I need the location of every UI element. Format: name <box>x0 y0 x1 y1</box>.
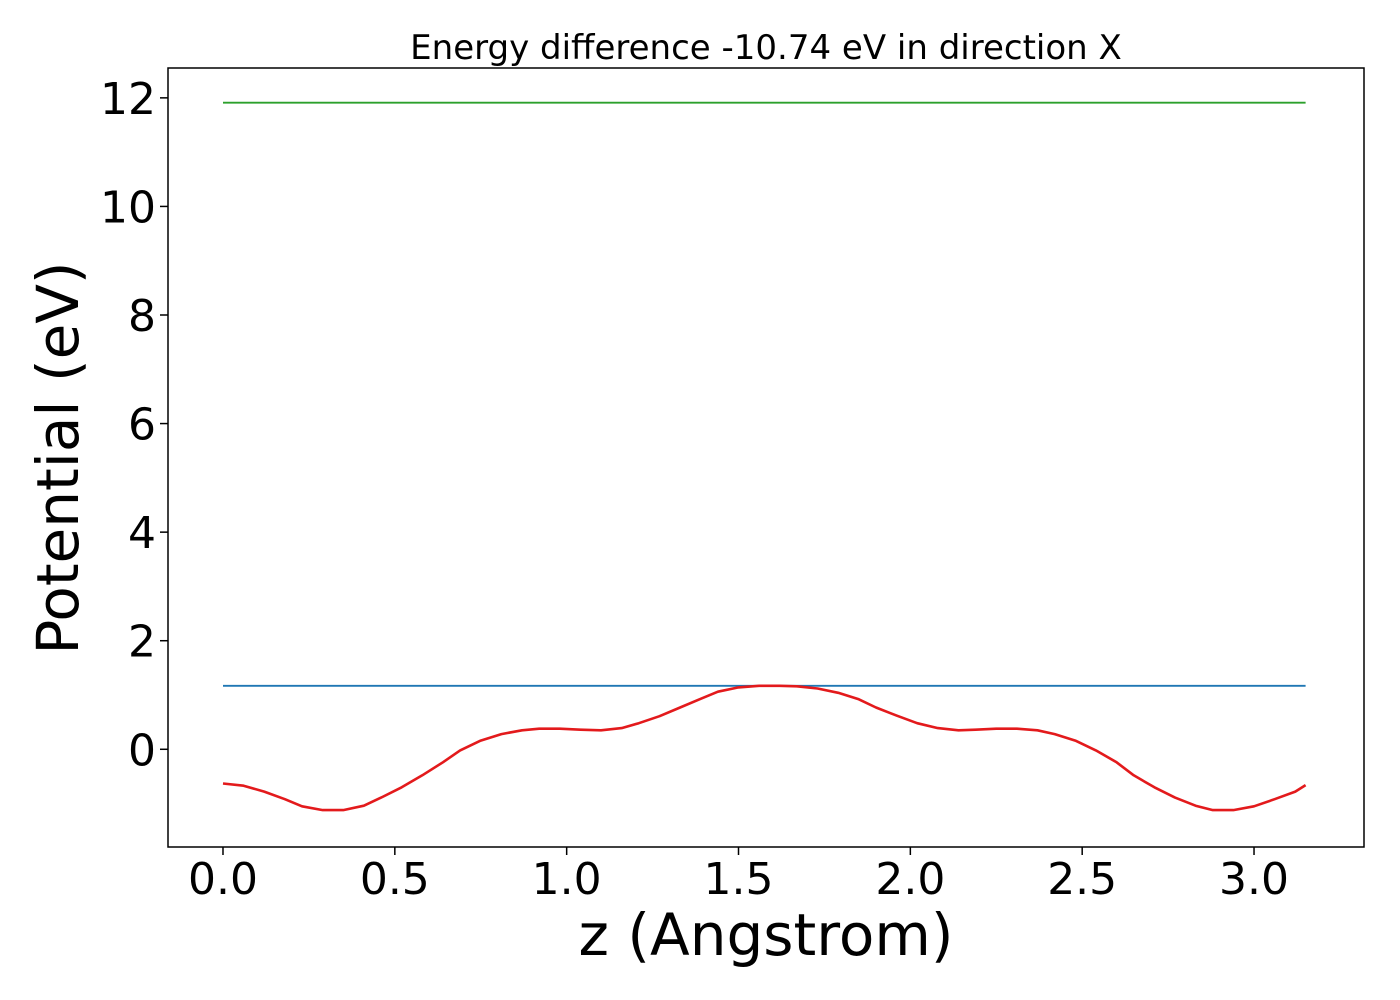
x-axis-ticks: 0.0 0.5 1.0 1.5 2.0 2.5 3.0 <box>188 847 1289 905</box>
x-tick-label: 1.5 <box>704 854 774 905</box>
y-axis-ticks: 0 2 4 6 8 10 12 <box>100 74 168 776</box>
series-line-2 <box>222 684 1307 812</box>
y-tick-label: 8 <box>128 291 156 342</box>
y-tick-label: 10 <box>100 182 156 233</box>
plot-frame <box>167 67 1365 848</box>
chart-title: Energy difference -10.74 eV in direction… <box>410 28 1122 68</box>
y-tick-label: 12 <box>100 74 156 125</box>
x-tick-label: 2.0 <box>875 854 945 905</box>
series-layer <box>222 101 1307 812</box>
y-tick-label: 6 <box>128 400 156 451</box>
x-tick-label: 0.5 <box>360 854 430 905</box>
x-tick-label: 1.0 <box>532 854 602 905</box>
y-tick-label: 4 <box>128 508 156 559</box>
x-tick-label: 0.0 <box>188 854 258 905</box>
x-tick-label: 2.5 <box>1047 854 1117 905</box>
y-axis-label: Potential (eV) <box>24 261 92 654</box>
y-tick-label: 0 <box>128 725 156 776</box>
x-axis-label: z (Angstrom) <box>579 901 954 969</box>
x-tick-label: 3.0 <box>1219 854 1289 905</box>
y-tick-label: 2 <box>128 617 156 668</box>
